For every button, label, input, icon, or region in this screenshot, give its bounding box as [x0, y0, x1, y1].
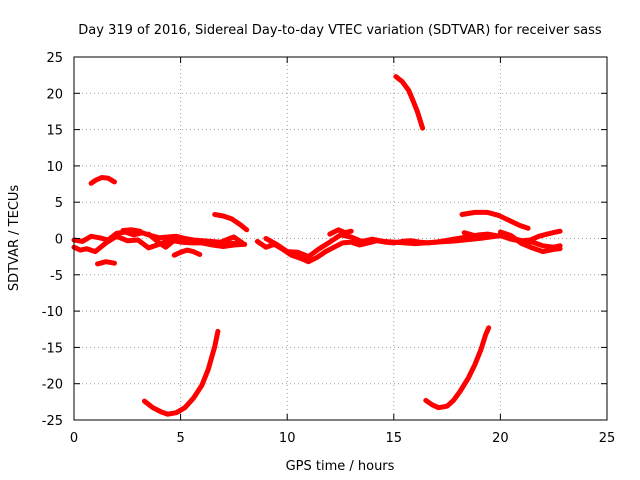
y-tick-label: -20: [42, 378, 63, 393]
y-tick-label: -15: [42, 341, 63, 356]
chart-title: Day 319 of 2016, Sidereal Day-to-day VTE…: [78, 23, 602, 38]
y-tick-label: -5: [50, 269, 63, 284]
series-short-arc-8: [327, 227, 354, 237]
series-short-arc-4: [146, 231, 175, 250]
series-short-arc-10: [461, 230, 488, 240]
y-axis-title: SDTVAR / TECUs: [7, 185, 22, 292]
series-short-arc-3: [120, 227, 143, 234]
y-tick-label: -10: [42, 305, 63, 320]
series-main-band-b: [71, 233, 248, 255]
series-main-band-e: [497, 229, 563, 255]
series-short-arc-7: [218, 234, 245, 246]
y-tick-label: 25: [46, 51, 63, 66]
y-tick-label: 10: [46, 160, 63, 175]
x-tick-label: 0: [70, 431, 78, 446]
series-short-arc-1: [88, 175, 117, 186]
x-axis-title: GPS time / hours: [286, 459, 395, 474]
x-tick-label: 15: [386, 431, 403, 446]
x-tick-label: 5: [176, 431, 184, 446]
y-tick-label: 20: [46, 87, 63, 102]
series-high-arc: [393, 74, 426, 131]
series-short-arc-5: [171, 247, 203, 258]
y-tick-label: 0: [55, 233, 63, 248]
series-short-arc-2: [95, 259, 117, 267]
series-short-arc-6: [212, 212, 250, 233]
axis-ticks: 0 5 10 15 20 25 25 20 15 10 5 0 -5 -10 -15 -20 -25: [42, 51, 616, 446]
series-main-band-a: [71, 229, 248, 247]
y-tick-label: 15: [46, 124, 63, 139]
series-dip-arc-1: [141, 328, 221, 417]
series-main-band-d: [263, 232, 563, 260]
x-tick-label: 10: [279, 431, 296, 446]
y-tick-label: 5: [55, 196, 63, 211]
series-dip-arc-2: [423, 325, 492, 411]
x-tick-label: 25: [599, 431, 616, 446]
y-tick-label: -25: [42, 414, 63, 429]
x-tick-label: 20: [492, 431, 509, 446]
data-traces: [71, 74, 563, 417]
series-short-arc-9: [459, 209, 531, 231]
